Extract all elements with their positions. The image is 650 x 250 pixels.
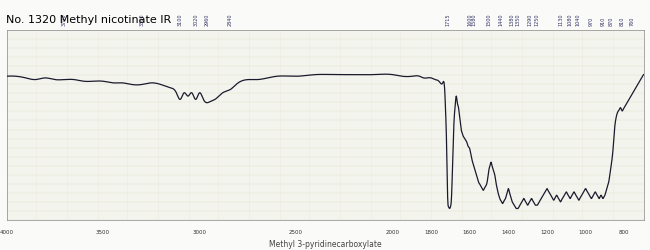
Text: 1290: 1290 — [527, 14, 532, 26]
Text: 3500: 3500 — [96, 230, 110, 235]
Text: 1380: 1380 — [510, 14, 515, 26]
Text: 3020: 3020 — [193, 14, 198, 26]
Text: 1040: 1040 — [575, 14, 580, 26]
Text: 970: 970 — [589, 17, 594, 26]
Text: 800: 800 — [619, 230, 629, 235]
Text: 1715: 1715 — [445, 14, 450, 26]
Text: 1350: 1350 — [515, 14, 521, 26]
Text: 1800: 1800 — [424, 230, 438, 235]
Text: 1500: 1500 — [487, 14, 491, 26]
Text: 2000: 2000 — [385, 230, 400, 235]
Text: 760: 760 — [629, 17, 634, 26]
Text: 2960: 2960 — [205, 14, 210, 26]
Text: 1250: 1250 — [535, 14, 540, 26]
Text: 1000: 1000 — [578, 230, 593, 235]
Text: 3300: 3300 — [139, 14, 144, 26]
Text: 1400: 1400 — [501, 230, 515, 235]
Text: 2840: 2840 — [228, 14, 233, 26]
Text: 1130: 1130 — [558, 14, 563, 26]
Text: 1600: 1600 — [463, 230, 476, 235]
Text: 3100: 3100 — [177, 14, 183, 26]
Text: 1080: 1080 — [567, 14, 573, 26]
Text: 1440: 1440 — [498, 14, 503, 26]
Text: Methyl 3-pyridinecarboxylate: Methyl 3-pyridinecarboxylate — [268, 240, 382, 249]
Text: 870: 870 — [608, 17, 613, 26]
Text: 910: 910 — [601, 17, 605, 26]
Text: 2500: 2500 — [289, 230, 303, 235]
Text: 3000: 3000 — [192, 230, 207, 235]
Text: 810: 810 — [619, 17, 625, 26]
Text: 1580: 1580 — [471, 14, 476, 26]
Text: 1600: 1600 — [467, 14, 473, 26]
Text: 3700: 3700 — [62, 14, 67, 26]
Text: No. 1320 Methyl nicotinate IR: No. 1320 Methyl nicotinate IR — [6, 15, 172, 25]
Text: 1200: 1200 — [540, 230, 554, 235]
Text: 4000: 4000 — [0, 230, 14, 235]
